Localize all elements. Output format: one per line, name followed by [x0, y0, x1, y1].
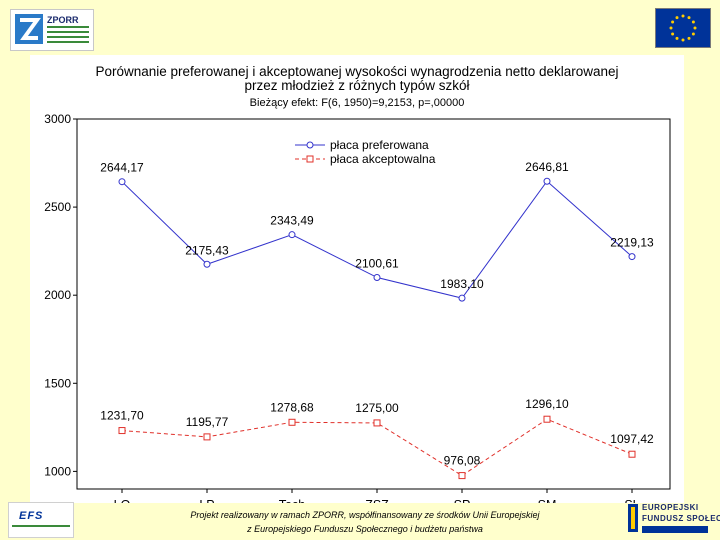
x-axis: LO LP Tech ZSZ SP SM SL [114, 489, 640, 503]
eu-star [691, 20, 695, 24]
x-tick-label-SL: SL [624, 498, 639, 503]
data-point [288, 418, 296, 426]
x-tick-label-SP: SP [454, 498, 471, 503]
data-label: 2219,13 [610, 236, 654, 250]
x-tick-label-LO: LO [114, 498, 131, 503]
zporr-logo: ZPORR [10, 9, 94, 51]
eu-flag-logo [655, 8, 711, 48]
eu-star [681, 14, 685, 18]
data-label: 2644,17 [100, 161, 144, 175]
data-point [288, 231, 296, 239]
data-point [118, 178, 126, 186]
data-point [543, 415, 551, 423]
data-point [628, 450, 636, 458]
data-point [203, 260, 211, 268]
y-tick-label-1500: 1500 [44, 376, 71, 390]
data-label: 1296,10 [525, 397, 569, 411]
x-tick-label-LP: LP [199, 498, 214, 503]
data-point [373, 419, 381, 427]
series-preferred: 2644,17 2175,43 2343,49 2100,61 1983,10 2646,… [100, 160, 654, 302]
data-point [458, 472, 466, 480]
zporr-logo-text: ZPORR [47, 15, 79, 25]
legend-preferred-label: płaca preferowana [330, 138, 429, 152]
eu-star [671, 20, 675, 24]
chart-subtitle: Bieżący efekt: F(6, 1950)=9,2153, p=,000… [250, 97, 465, 109]
legend-preferred-marker [306, 141, 314, 149]
data-point [458, 294, 466, 302]
eu-star [671, 32, 675, 36]
data-label: 1278,68 [270, 400, 314, 414]
data-label: 2100,61 [355, 256, 399, 270]
legend: płaca preferowana płaca akceptowalna [295, 138, 436, 166]
plot-area-frame [76, 118, 671, 490]
y-tick-label-3000: 3000 [44, 112, 71, 126]
zporr-logo-subtitle-lines [47, 26, 89, 46]
data-label: 1195,77 [186, 415, 229, 429]
efs-logo-underline [12, 525, 70, 527]
esf-flag-stripe-icon [631, 507, 635, 529]
efs-logo: EFS [8, 502, 74, 538]
esf-logo-line1: EUROPEJSKI [642, 503, 699, 512]
data-label: 1097,42 [610, 432, 654, 446]
eu-star [675, 36, 679, 40]
eu-star [693, 26, 697, 30]
chart-title-line2: przez młodzież z różnych typów szkół [244, 78, 469, 93]
data-point [203, 433, 211, 441]
y-axis: 1000 1500 2000 2500 3000 [44, 112, 77, 478]
eu-star [669, 26, 673, 30]
eu-star [691, 32, 695, 36]
footer-note: Projekt realizowany w ramach ZPORR, wspó… [150, 508, 580, 536]
eu-star [675, 16, 679, 20]
data-label: 1275,00 [355, 401, 399, 415]
data-label: 2175,43 [185, 243, 229, 257]
footer-line2: z Europejskiego Funduszu Społecznego i b… [247, 524, 483, 534]
data-label: 1231,70 [100, 409, 144, 423]
chart-panel: Porównanie preferowanej i akceptowanej w… [30, 55, 684, 503]
legend-accepted-label: płaca akceptowalna [330, 152, 436, 166]
eu-star [687, 16, 691, 20]
data-point [543, 177, 551, 185]
line-chart: Porównanie preferowanej i akceptowanej w… [44, 64, 671, 503]
x-tick-label-Tech: Tech [279, 498, 305, 503]
y-tick-label-2500: 2500 [44, 200, 71, 214]
y-tick-label-2000: 2000 [44, 288, 71, 302]
series-layer: 2644,17 2175,43 2343,49 2100,61 1983,10 2646,… [100, 160, 654, 480]
chart-title-line1: Porównanie preferowanej i akceptowanej w… [95, 64, 618, 79]
zporr-emblem-icon [15, 14, 43, 44]
esf-logo-bar [642, 526, 708, 533]
y-tick-label-1000: 1000 [44, 464, 71, 478]
data-label: 2343,49 [270, 214, 314, 228]
data-point [628, 253, 636, 261]
esf-logo: EUROPEJSKI FUNDUSZ SPOŁECZNY [626, 502, 720, 536]
eu-star [687, 36, 691, 40]
data-point [118, 427, 126, 435]
esf-logo-line2: FUNDUSZ SPOŁECZNY [642, 514, 720, 523]
data-point [373, 273, 381, 281]
series-accepted: 1231,70 1195,77 1278,68 1275,00 976,08 1296,1… [100, 397, 654, 480]
eu-stars-icon [669, 14, 697, 42]
data-label: 976,08 [444, 454, 481, 468]
footer-line1: Projekt realizowany w ramach ZPORR, wspó… [190, 510, 540, 520]
data-label: 2646,81 [525, 160, 569, 174]
legend-accepted-marker [306, 155, 314, 163]
x-tick-label-ZSZ: ZSZ [365, 498, 389, 503]
data-label: 1983,10 [440, 277, 484, 291]
efs-logo-text: EFS [19, 510, 44, 522]
eu-star [681, 38, 685, 42]
x-tick-label-SM: SM [538, 498, 557, 503]
